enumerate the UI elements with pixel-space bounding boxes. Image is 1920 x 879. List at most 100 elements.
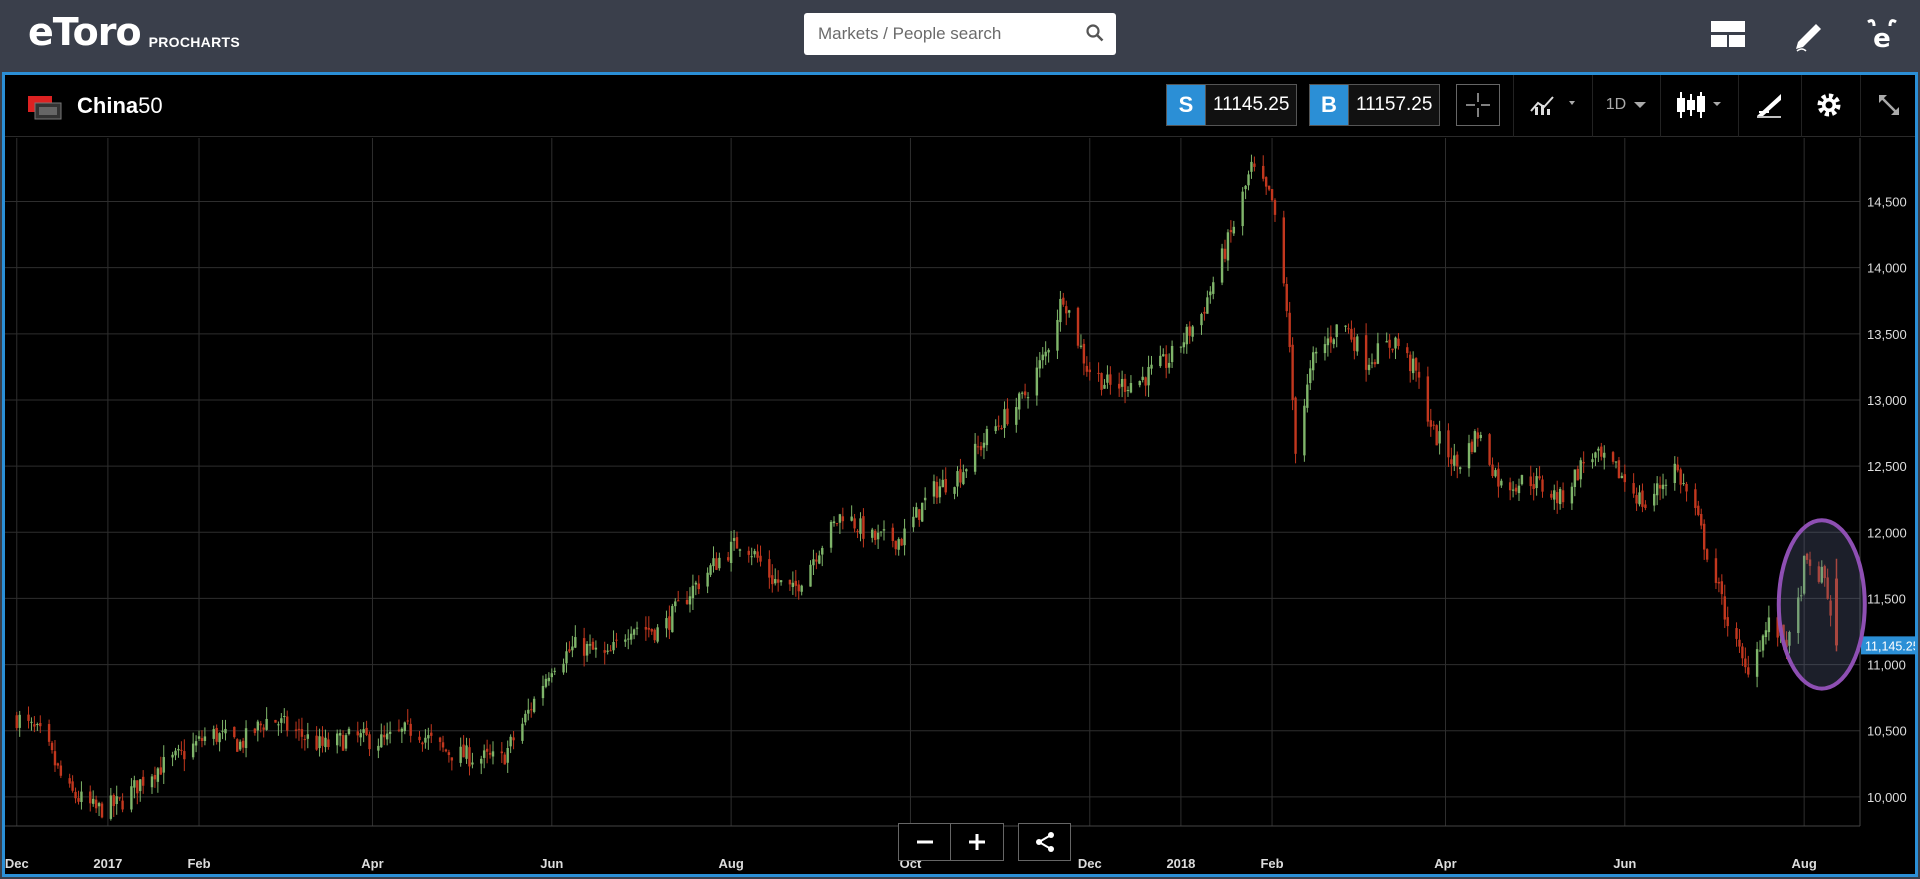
candle-body bbox=[588, 644, 592, 646]
candle-body bbox=[1326, 338, 1330, 346]
candle-body bbox=[1632, 483, 1635, 494]
candle-body bbox=[771, 575, 774, 585]
crosshair-button[interactable] bbox=[1456, 84, 1500, 126]
settings-button[interactable] bbox=[1807, 83, 1851, 127]
divider bbox=[1801, 75, 1802, 137]
candle-body bbox=[735, 537, 739, 549]
candle-body bbox=[421, 742, 424, 745]
drawing-tools-button[interactable] bbox=[1747, 83, 1791, 127]
candle-body bbox=[1494, 470, 1497, 477]
x-tick-label: Jun bbox=[1613, 856, 1636, 871]
candle-body bbox=[27, 714, 30, 721]
sell-tag: S bbox=[1167, 85, 1205, 125]
y-tick-label: 12,000 bbox=[1867, 525, 1907, 540]
candle-body bbox=[1079, 345, 1083, 347]
candle-body bbox=[444, 749, 448, 752]
candle-body bbox=[838, 514, 842, 523]
etoro-logo[interactable]: eToro PROCHARTS bbox=[28, 12, 240, 52]
candle-body bbox=[568, 649, 571, 652]
candle-body bbox=[1456, 454, 1459, 467]
candle-body bbox=[921, 502, 924, 522]
zoom-out-button[interactable] bbox=[898, 823, 951, 861]
instrument-name: China50 bbox=[77, 93, 163, 119]
x-tick-label: Apr bbox=[1434, 856, 1456, 871]
candle-body bbox=[30, 721, 33, 723]
indicators-button[interactable] bbox=[1525, 83, 1585, 127]
buy-price-button[interactable]: B 11157.25 bbox=[1309, 84, 1441, 126]
candle-body bbox=[1500, 480, 1503, 486]
candle-body bbox=[482, 750, 486, 758]
candle-body bbox=[809, 564, 812, 587]
candle-body bbox=[1582, 462, 1585, 464]
candle-body bbox=[677, 600, 680, 602]
candle-body bbox=[915, 507, 918, 518]
candle-body bbox=[74, 791, 77, 799]
top-bar: eToro PROCHARTS e bbox=[0, 0, 1920, 68]
candle-body bbox=[368, 734, 371, 750]
search-icon[interactable] bbox=[1086, 24, 1104, 47]
candle-body bbox=[1470, 441, 1474, 452]
candle-body bbox=[550, 673, 553, 678]
price-chart[interactable]: 10,000 10,500 11,000 11,500 12,000 12,500 13,0… bbox=[5, 138, 1920, 874]
draw-pencil-icon[interactable] bbox=[1788, 14, 1828, 54]
candle-body bbox=[200, 738, 204, 742]
candle-body bbox=[1003, 409, 1006, 428]
candle-body bbox=[485, 748, 489, 752]
fullscreen-button[interactable] bbox=[1867, 83, 1911, 127]
candle-body bbox=[1508, 482, 1512, 491]
candle-body bbox=[397, 729, 401, 731]
candle-body bbox=[1479, 434, 1482, 439]
candle-body bbox=[582, 638, 586, 656]
x-tick-label: Aug bbox=[718, 856, 743, 871]
candle-body bbox=[1435, 425, 1438, 446]
axes: 10,000 10,500 11,000 11,500 12,000 12,500 13,0… bbox=[5, 138, 1907, 871]
candle-body bbox=[1020, 392, 1024, 394]
candle-body bbox=[632, 629, 636, 635]
candle-body bbox=[1391, 348, 1394, 351]
etoro-emblem-icon[interactable]: e bbox=[1862, 14, 1902, 54]
candle-body bbox=[647, 627, 651, 630]
candle-body bbox=[430, 732, 433, 736]
search-input[interactable] bbox=[818, 24, 1068, 44]
candle-body bbox=[1764, 630, 1768, 638]
candle-body bbox=[1758, 650, 1762, 652]
sell-price-button[interactable]: S 11145.25 bbox=[1166, 84, 1298, 126]
candle-body bbox=[1538, 476, 1541, 479]
candle-body bbox=[1015, 407, 1018, 425]
candle-body bbox=[768, 559, 771, 578]
candle-body bbox=[1447, 430, 1450, 458]
indicators-icon bbox=[1530, 96, 1575, 115]
candle-body bbox=[1159, 355, 1162, 367]
candle-body bbox=[238, 741, 242, 750]
candle-body bbox=[162, 757, 165, 773]
candle-body bbox=[1520, 475, 1524, 485]
candle-body bbox=[1453, 455, 1456, 466]
zoom-in-button[interactable] bbox=[951, 823, 1004, 861]
candle-body bbox=[1600, 446, 1603, 457]
x-tick-label: Dec bbox=[5, 856, 29, 871]
candle-body bbox=[71, 781, 74, 791]
layout-icon[interactable] bbox=[1708, 14, 1748, 54]
candle-body bbox=[89, 791, 92, 804]
candle-body bbox=[253, 728, 257, 733]
y-tick-label: 11,000 bbox=[1867, 658, 1906, 673]
x-tick-label: Dec bbox=[1078, 856, 1102, 871]
y-tick-label: 13,000 bbox=[1867, 393, 1907, 408]
search-box[interactable] bbox=[804, 13, 1116, 55]
candle-body bbox=[1438, 431, 1441, 444]
chart-type-dropdown[interactable] bbox=[1670, 83, 1732, 127]
candle-body bbox=[409, 723, 412, 736]
candlestick-chart-svg[interactable]: 10,000 10,500 11,000 11,500 12,000 12,500 13,0… bbox=[5, 138, 1920, 874]
candle-body bbox=[59, 765, 63, 776]
candle-body bbox=[688, 596, 692, 605]
candle-body bbox=[1788, 631, 1791, 646]
candle-body bbox=[871, 529, 874, 538]
timeframe-dropdown[interactable]: 1D bbox=[1599, 83, 1655, 127]
candle-body bbox=[1726, 617, 1729, 627]
candle-body bbox=[283, 715, 286, 717]
candle-body bbox=[923, 497, 927, 501]
candle-body bbox=[694, 582, 698, 585]
share-button[interactable] bbox=[1018, 823, 1071, 861]
candle-body bbox=[1679, 469, 1682, 485]
candle-body bbox=[215, 727, 218, 742]
